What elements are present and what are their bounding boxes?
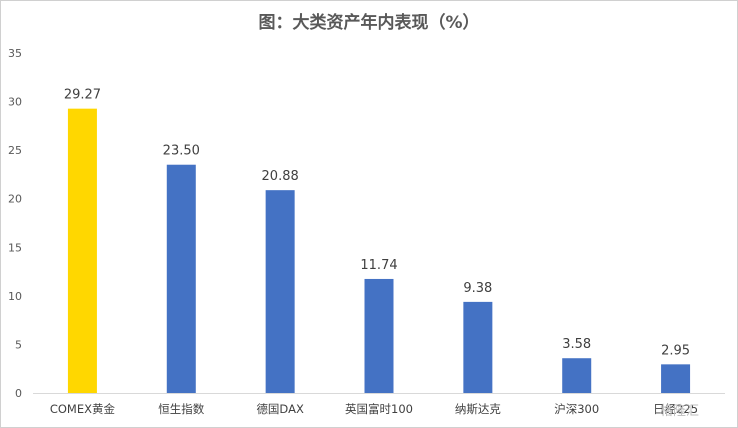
chart-title: 图：大类资产年内表现（%） — [258, 13, 480, 33]
y-tick-label: 25 — [8, 144, 22, 157]
bar — [265, 190, 295, 393]
bar — [661, 364, 691, 393]
x-tick-label: COMEX黄金 — [50, 402, 116, 416]
bar — [463, 301, 493, 393]
bar — [364, 278, 394, 393]
watermark: 格隆汇 — [660, 404, 700, 419]
y-tick-label: 20 — [8, 193, 22, 206]
bar — [67, 108, 97, 394]
x-tick-label: 英国富时100 — [345, 402, 413, 416]
data-label: 9.38 — [463, 281, 492, 296]
data-label: 20.88 — [262, 169, 299, 184]
data-label: 29.27 — [64, 88, 101, 103]
x-tick-label: 恒生指数 — [158, 402, 204, 416]
bar — [166, 164, 196, 393]
data-label: 11.74 — [360, 258, 397, 273]
data-label: 2.95 — [661, 343, 690, 358]
bar — [562, 358, 592, 393]
x-tick-label: 德国DAX — [256, 402, 304, 416]
y-tick-label: 35 — [8, 47, 22, 60]
y-tick-label: 10 — [8, 290, 22, 303]
x-tick-label: 日经225 — [653, 402, 698, 416]
data-label: 23.50 — [163, 144, 200, 159]
x-tick-label: 沪深300 — [554, 402, 599, 416]
y-tick-label: 5 — [15, 338, 22, 351]
y-tick-label: 15 — [8, 241, 22, 254]
data-label: 3.58 — [562, 337, 591, 352]
y-tick-label: 0 — [15, 387, 22, 400]
x-tick-label: 纳斯达克 — [455, 402, 501, 416]
y-tick-label: 30 — [8, 96, 22, 109]
